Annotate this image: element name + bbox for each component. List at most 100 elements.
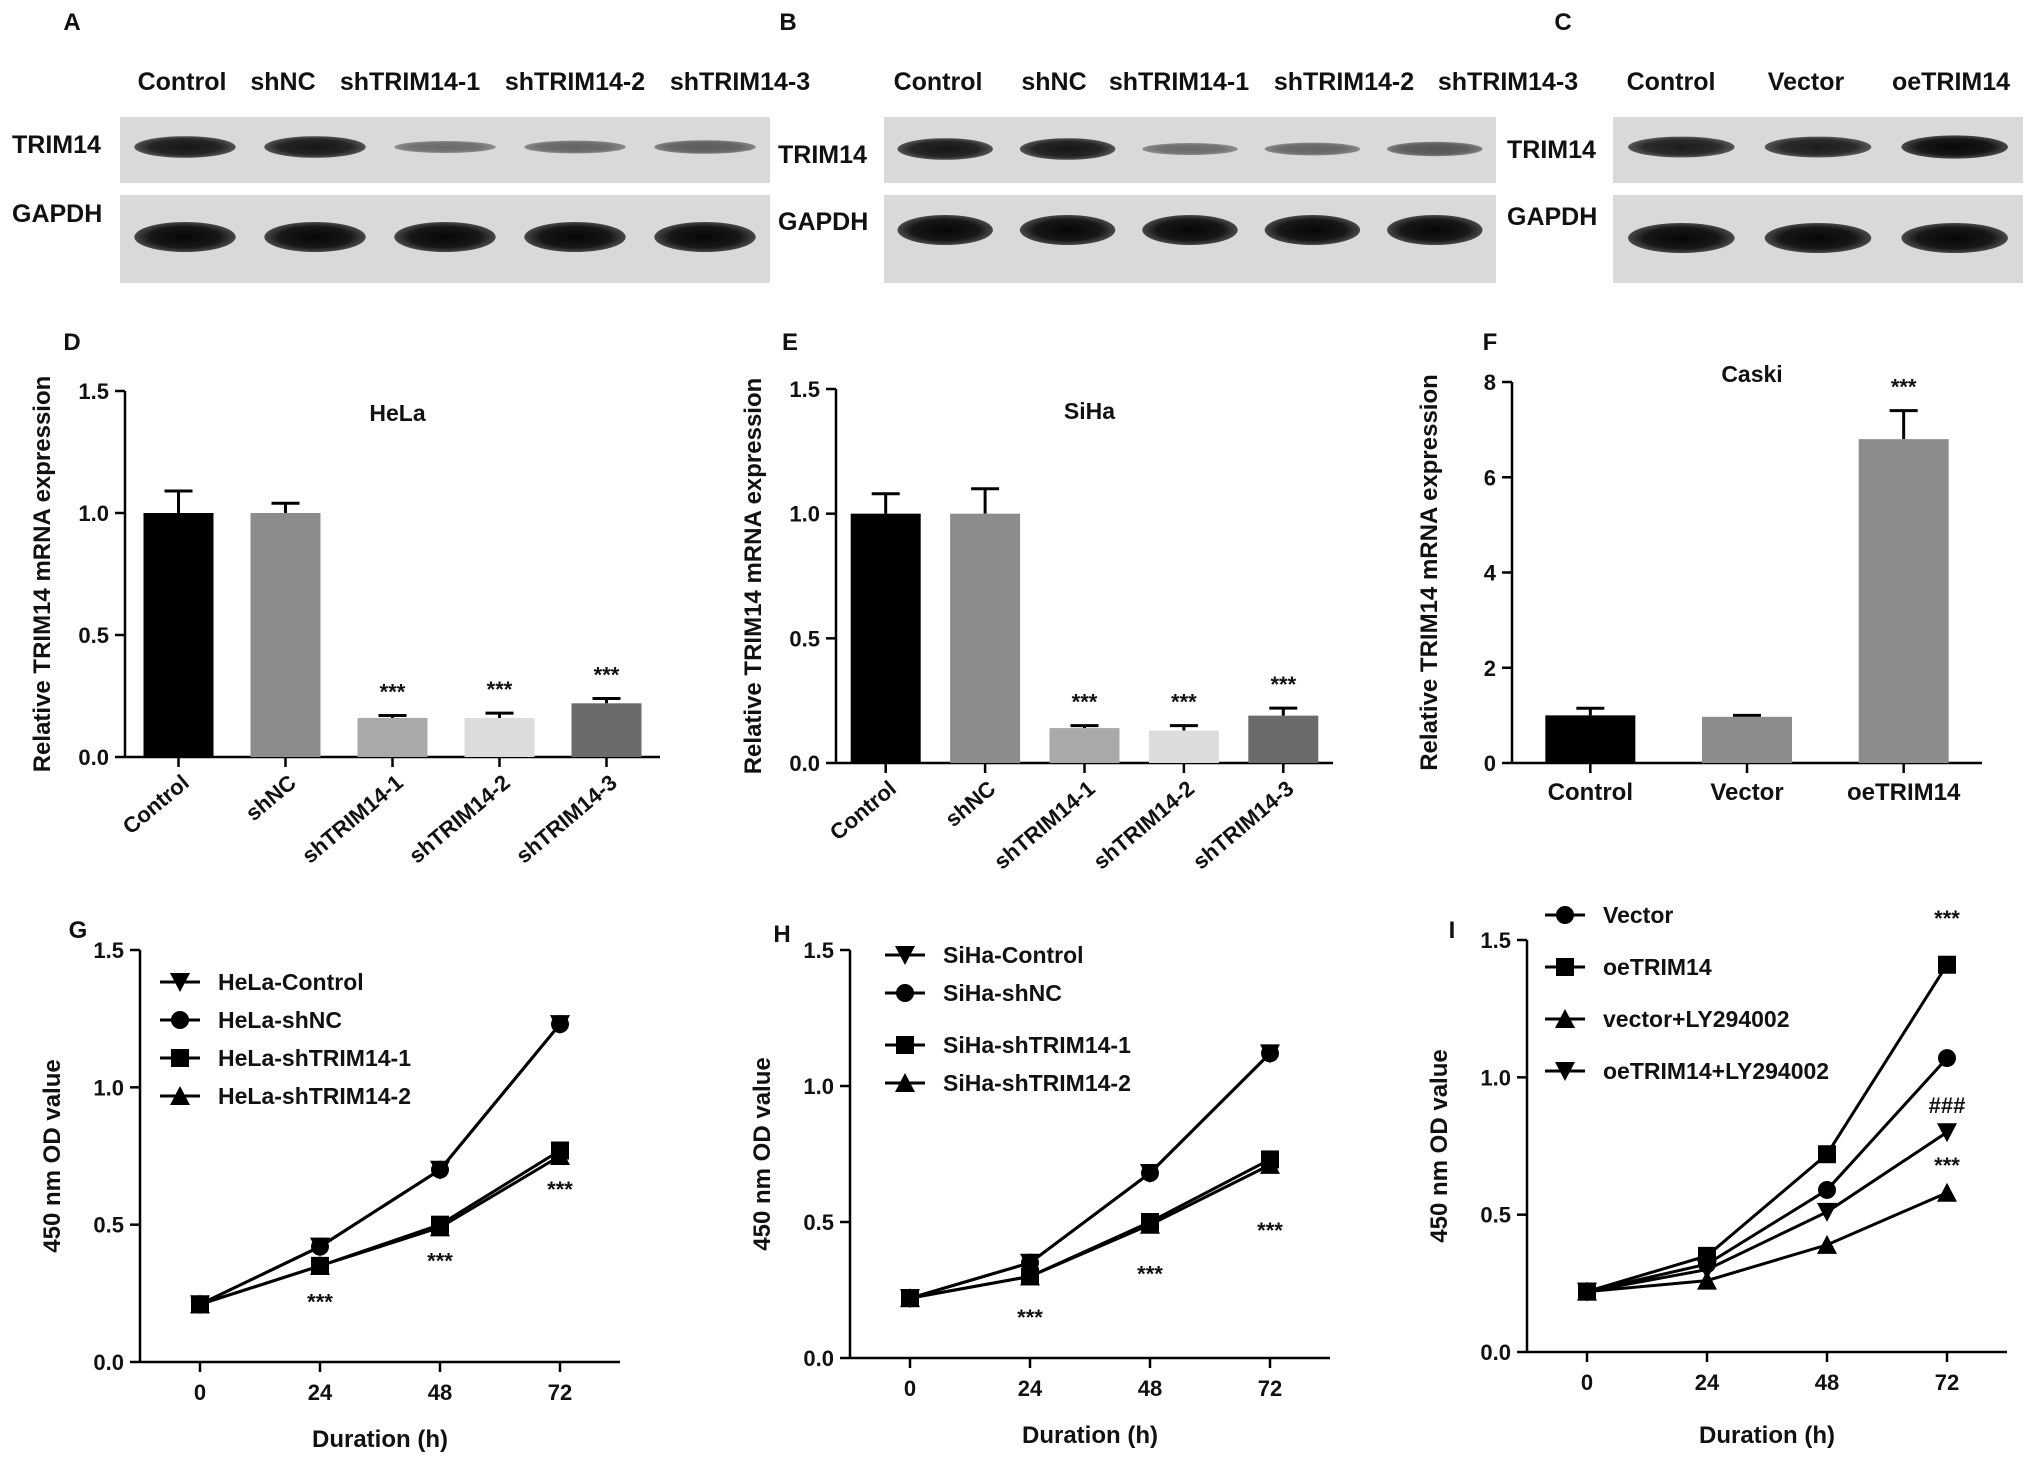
lane-label: shTRIM14-2: [1274, 68, 1414, 96]
blot-band: [1387, 215, 1483, 245]
x-tick-label: 72: [1935, 1370, 1959, 1395]
blot-band: [897, 215, 993, 245]
marker-circle: [551, 1015, 569, 1034]
legend-label: HeLa-shTRIM14-1: [218, 1045, 411, 1071]
marker-square: [1818, 1145, 1836, 1164]
marker-circle: [1938, 1049, 1956, 1068]
x-tick-label: 72: [1258, 1376, 1282, 1401]
series-line: [199, 1149, 561, 1306]
panel-letter: G: [69, 917, 88, 944]
x-tick-label: shTRIM14-3: [511, 770, 622, 869]
marker-triangle-down: [1577, 1282, 1597, 1302]
bar: [464, 717, 535, 757]
y-tick-label: 1.5: [93, 938, 124, 963]
legend-label: SiHa-shTRIM14-2: [943, 1070, 1131, 1096]
blot-band: [1901, 223, 2008, 253]
y-tick-label: 1.0: [93, 1075, 124, 1100]
significance-label: ***: [487, 677, 513, 702]
marker-triangle-up: [1697, 1270, 1717, 1290]
blot-row-label: TRIM14: [778, 141, 867, 169]
y-tick-label: 8: [1484, 370, 1496, 395]
x-tick-label: 0: [1581, 1370, 1593, 1395]
legend-label: oeTRIM14: [1603, 954, 1712, 980]
blot-row-label: TRIM14: [12, 131, 101, 159]
x-axis-label: Duration (h): [312, 1426, 448, 1453]
marker-triangle-up: [430, 1217, 450, 1237]
marker-circle: [1556, 906, 1574, 924]
y-tick-label: 0.0: [1480, 1340, 1511, 1365]
x-axis-label: Duration (h): [1699, 1422, 1835, 1449]
lane-label: Control: [894, 68, 983, 96]
y-tick-label: 1.5: [803, 938, 834, 963]
y-tick-label: 0.0: [93, 1350, 124, 1375]
marker-circle: [311, 1237, 329, 1256]
panel-letter: A: [63, 9, 80, 36]
blot-band: [524, 140, 626, 154]
y-tick-label: 1.0: [803, 1074, 834, 1099]
blot-band: [1628, 136, 1735, 158]
significance-label: ***: [1257, 1218, 1283, 1243]
marker-triangle-up: [895, 1073, 915, 1092]
y-tick-label: 0.5: [93, 1213, 124, 1238]
legend-label: SiHa-shTRIM14-1: [943, 1032, 1131, 1058]
legend-label: oeTRIM14+LY294002: [1603, 1058, 1829, 1084]
marker-triangle-down: [1937, 1123, 1957, 1143]
significance-label: ***: [594, 662, 620, 687]
significance-label: ***: [307, 1290, 333, 1315]
chart-title: HeLa: [369, 400, 425, 426]
significance-label: ***: [1137, 1262, 1163, 1287]
panel-letter: I: [1449, 917, 1456, 944]
y-axis-label: Relative TRIM14 mRNA expression: [740, 378, 767, 775]
lane-label: shTRIM14-1: [340, 68, 480, 96]
panel-letter: F: [1483, 329, 1498, 356]
lane-label: shTRIM14-2: [505, 68, 645, 96]
x-axis-label: Duration (h): [1022, 1422, 1158, 1449]
x-tick-label: 0: [904, 1376, 916, 1401]
significance-label: ***: [1934, 906, 1960, 931]
x-tick-label: shTRIM14-2: [404, 770, 515, 869]
x-tick-label: shNC: [241, 770, 301, 826]
significance-label: ***: [427, 1248, 453, 1273]
bar: [1858, 439, 1949, 763]
x-tick-label: 24: [308, 1380, 333, 1405]
marker-triangle-down: [1697, 1260, 1717, 1280]
y-axis-label: 450 nm OD value: [749, 1057, 776, 1250]
y-tick-label: 2: [1484, 656, 1496, 681]
blot-row-label: GAPDH: [1507, 203, 1597, 231]
blot-band: [897, 138, 993, 160]
y-tick-label: 0.5: [78, 623, 109, 648]
marker-triangle-up: [1817, 1234, 1837, 1254]
y-axis-label: 450 nm OD value: [1426, 1049, 1453, 1242]
y-tick-label: 0.5: [789, 626, 820, 651]
series-line: [199, 1023, 562, 1306]
marker-circle: [1141, 1164, 1159, 1183]
x-tick-label: Control: [1548, 779, 1633, 806]
panel-letter: C: [1554, 9, 1571, 36]
blot-band: [134, 136, 236, 158]
marker-triangle-up: [1020, 1266, 1040, 1286]
significance-label: ***: [1072, 690, 1098, 715]
blot-band: [394, 222, 496, 252]
blot-band: [264, 136, 366, 158]
y-tick-label: 1.5: [789, 377, 820, 402]
lane-label: shTRIM14-3: [670, 68, 810, 96]
blot-band: [654, 140, 756, 154]
y-tick-label: 1.0: [789, 502, 820, 527]
x-tick-label: shTRIM14-1: [989, 776, 1100, 875]
lane-label: Control: [1627, 68, 1716, 96]
marker-square: [1938, 955, 1956, 974]
blot-band: [1019, 138, 1116, 160]
x-tick-label: 48: [1815, 1370, 1839, 1395]
y-tick-label: 1.0: [1480, 1065, 1511, 1090]
y-tick-label: 1.5: [1480, 928, 1511, 953]
significance-label: ***: [1934, 1153, 1960, 1178]
lane-label: shTRIM14-1: [1109, 68, 1249, 96]
x-tick-label: oeTRIM14: [1847, 779, 1961, 806]
bar: [250, 513, 321, 757]
lane-label: Control: [138, 68, 227, 96]
x-tick-label: 0: [194, 1380, 206, 1405]
lane-label: shTRIM14-3: [1438, 68, 1578, 96]
y-tick-label: 1.5: [78, 379, 109, 404]
bar: [1545, 715, 1636, 763]
bar: [1702, 716, 1792, 763]
